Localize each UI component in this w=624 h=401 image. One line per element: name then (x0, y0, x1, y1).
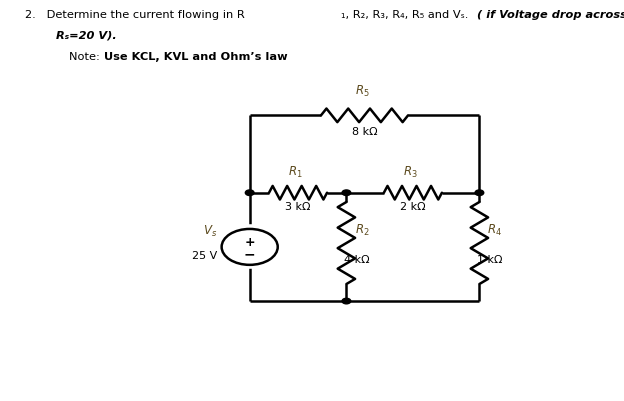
Text: Use KCL, KVL and Ohm’s law: Use KCL, KVL and Ohm’s law (104, 52, 288, 62)
Text: 1 kΩ: 1 kΩ (477, 254, 502, 264)
Text: Rₛ=20 V).: Rₛ=20 V). (56, 31, 117, 41)
Text: $R_4$: $R_4$ (487, 222, 502, 237)
Text: Note:: Note: (69, 52, 103, 62)
Circle shape (342, 298, 351, 304)
Text: +: + (245, 235, 255, 248)
Text: 2.   Determine the current flowing in R: 2. Determine the current flowing in R (25, 10, 245, 20)
Circle shape (245, 190, 254, 196)
Text: 8 kΩ: 8 kΩ (352, 127, 378, 137)
Text: $R_1$: $R_1$ (288, 164, 303, 179)
Text: 25 V: 25 V (192, 250, 217, 260)
Text: 3 kΩ: 3 kΩ (285, 202, 311, 212)
Text: ( if Voltage drop across: ( if Voltage drop across (469, 10, 624, 20)
Text: 4 kΩ: 4 kΩ (344, 254, 369, 264)
Circle shape (342, 190, 351, 196)
Text: $V_s$: $V_s$ (203, 223, 217, 238)
Text: $R_5$: $R_5$ (355, 84, 369, 99)
Text: ₁, R₂, R₃, R₄, R₅ and Vₛ.: ₁, R₂, R₃, R₄, R₅ and Vₛ. (341, 10, 469, 20)
Text: −: − (244, 247, 255, 260)
Circle shape (475, 190, 484, 196)
Text: $R_3$: $R_3$ (403, 164, 418, 179)
Text: $R_2$: $R_2$ (355, 222, 369, 237)
Text: 2 kΩ: 2 kΩ (400, 202, 426, 212)
